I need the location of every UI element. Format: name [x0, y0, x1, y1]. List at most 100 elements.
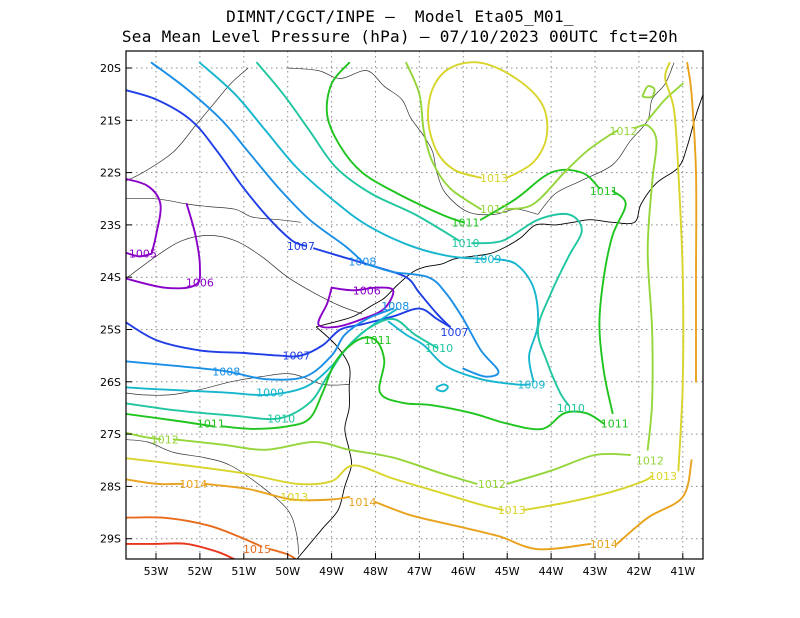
y-tick-label: 26S	[100, 376, 121, 389]
x-tick-label: 47W	[407, 565, 432, 578]
isobar-line	[269, 548, 298, 559]
state-border	[537, 62, 675, 215]
x-tick-label: 52W	[187, 565, 212, 578]
y-tick-label: 22S	[100, 167, 121, 180]
isobar-line	[126, 178, 162, 255]
isobar-line	[387, 320, 531, 386]
isobar-label: 1013	[280, 491, 308, 504]
isobars	[126, 61, 698, 559]
x-tick-label: 43W	[583, 565, 608, 578]
isobar-label: 1008	[381, 300, 409, 313]
isobar-line	[374, 501, 592, 551]
isobar-label: 1012	[636, 454, 664, 467]
x-tick-label: 44W	[539, 565, 564, 578]
isobar-label: 1011	[364, 334, 392, 347]
isobar-label: 1011	[197, 418, 225, 431]
isobar-line	[203, 482, 351, 502]
isobar-label: 1007	[287, 240, 315, 253]
isobar-label: 1012	[610, 125, 638, 138]
y-tick-label: 28S	[100, 480, 121, 493]
isobar-label: 1008	[212, 365, 240, 378]
isobar-line	[126, 307, 395, 381]
isobar-label: 1005	[129, 248, 157, 261]
isobar-line	[598, 189, 627, 415]
y-tick-label: 27S	[100, 428, 121, 441]
x-tick-label: 45W	[495, 565, 520, 578]
isobar-labels: 1005 1006 1006 1007 1007 1007 1008 1008 1008 1009…	[129, 125, 677, 556]
y-tick-label: 24S	[100, 271, 121, 284]
isobar-line	[126, 251, 153, 258]
y-tick-label: 23S	[100, 219, 121, 232]
isobar-line	[256, 61, 460, 242]
isobar-line	[664, 61, 685, 472]
x-tick-label: 42W	[626, 565, 651, 578]
y-tick-label: 25S	[100, 324, 121, 337]
isobar-line	[646, 82, 684, 122]
isobar-line	[365, 263, 500, 378]
isobar-label: 1012	[151, 433, 179, 446]
isobar-line	[506, 452, 632, 485]
isobar-label: 1014	[348, 496, 376, 509]
isobar-line	[435, 383, 449, 393]
state-border	[126, 439, 300, 555]
isobar-line	[126, 307, 452, 358]
isobar-label: 1013	[480, 172, 508, 185]
isobar-label: 1011	[601, 418, 629, 431]
isobar-line	[427, 61, 549, 179]
x-tick-label: 48W	[363, 565, 388, 578]
isobar-label: 1007	[441, 326, 469, 339]
chart-title: DIMNT/CGCT/INPE – Model Eta05_M01_	[226, 7, 574, 26]
isobar-line	[126, 431, 162, 441]
isobar-line	[506, 129, 618, 211]
isobar-line	[150, 61, 364, 263]
isobar-line	[633, 124, 658, 451]
x-tick-label: 49W	[319, 565, 344, 578]
isobar-line	[317, 286, 395, 329]
isobar-label: 1006	[353, 284, 381, 297]
isobar-label: 1015	[243, 543, 271, 556]
x-tick-label: 50W	[275, 565, 300, 578]
isobar-label: 1008	[348, 256, 376, 269]
isobar-label: 1014	[179, 478, 207, 491]
isobar-line	[686, 61, 698, 383]
state-border	[126, 235, 363, 315]
isobar-line	[126, 516, 263, 548]
x-tick-label: 46W	[451, 565, 476, 578]
isobar-line	[313, 247, 452, 328]
isobar-label: 1010	[557, 402, 585, 415]
map-frame	[125, 50, 704, 560]
isobar-label: 1006	[186, 276, 214, 289]
isobar-line	[126, 478, 184, 486]
isobar-label: 1009	[256, 386, 284, 399]
isobar-line	[126, 542, 236, 559]
isobar-line	[172, 438, 478, 485]
isobar-label: 1010	[451, 237, 479, 250]
isobar-label: 1013	[498, 504, 526, 517]
y-tick-label: 20S	[100, 62, 121, 75]
x-tick-label: 51W	[231, 565, 256, 578]
isobar-line	[641, 85, 656, 99]
isobar-label: 1010	[267, 412, 295, 425]
x-axis-ticks: 53W 52W 51W 50W 49W 48W 47W 46W 45W 44W 43W 42W 41W	[144, 553, 695, 578]
isobar-label: 1011	[451, 216, 479, 229]
isobar-line	[405, 61, 482, 211]
isobar-line	[198, 61, 487, 260]
isobar-line	[523, 474, 654, 511]
isobar-line	[616, 459, 693, 545]
state-border	[126, 198, 301, 223]
isobar-label: 1007	[282, 350, 310, 363]
isobar-label: 1010	[425, 342, 453, 355]
y-axis-ticks: 20S 21S 22S 23S 24S 25S 26S 27S 28S 29S	[100, 62, 132, 546]
isobar-line	[126, 89, 307, 247]
isobar-label: 1012	[478, 478, 506, 491]
isobar-label: 1013	[649, 470, 677, 483]
isobar-line	[126, 457, 504, 511]
x-tick-label: 41W	[670, 565, 695, 578]
x-tick-label: 53W	[144, 565, 169, 578]
isobar-label: 1012	[480, 203, 508, 216]
state-border	[287, 67, 538, 216]
isobar-label: 1011	[590, 185, 618, 198]
isobar-line	[471, 212, 583, 407]
isobar-line	[220, 336, 605, 431]
